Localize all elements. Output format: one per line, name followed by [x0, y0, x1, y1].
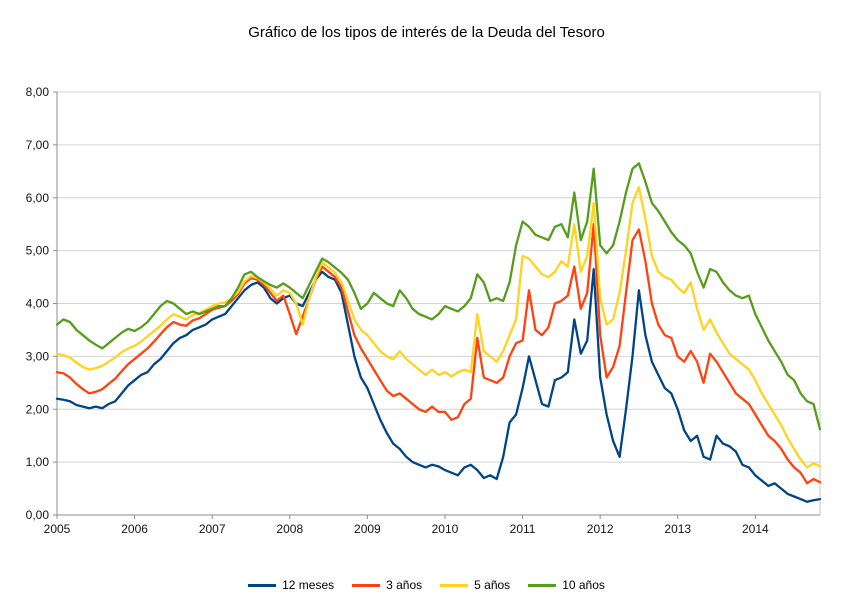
- svg-text:2005: 2005: [44, 522, 71, 536]
- legend-swatch: [528, 583, 557, 587]
- svg-text:0,00: 0,00: [26, 508, 50, 522]
- svg-text:2008: 2008: [276, 522, 303, 536]
- legend-label: 12 meses: [282, 578, 335, 592]
- chart-title: Gráfico de los tipos de interés de la De…: [248, 24, 605, 41]
- svg-text:2011: 2011: [510, 522, 536, 536]
- svg-text:6,00: 6,00: [26, 191, 50, 205]
- legend-label: 5 años: [474, 578, 511, 592]
- legend-item: 12 meses: [248, 578, 334, 592]
- legend-item: 5 años: [440, 578, 510, 592]
- svg-text:8,00: 8,00: [26, 85, 50, 99]
- legend: 12 meses 3 años 5 años 10 años: [0, 578, 853, 592]
- svg-text:2009: 2009: [354, 522, 381, 536]
- svg-text:7,00: 7,00: [26, 138, 50, 152]
- legend-label: 3 años: [386, 578, 423, 592]
- legend-swatch: [248, 583, 277, 587]
- svg-text:2014: 2014: [742, 522, 769, 536]
- legend-swatch: [352, 583, 381, 587]
- svg-text:2006: 2006: [121, 522, 148, 536]
- svg-text:2010: 2010: [432, 522, 459, 536]
- legend-label: 10 años: [562, 578, 605, 592]
- svg-text:2012: 2012: [587, 522, 614, 536]
- svg-text:2,00: 2,00: [26, 402, 50, 416]
- legend-item: 3 años: [352, 578, 422, 592]
- svg-text:4,00: 4,00: [26, 297, 50, 311]
- svg-text:5,00: 5,00: [26, 244, 50, 258]
- legend-item: 10 años: [528, 578, 605, 592]
- svg-text:1,00: 1,00: [26, 455, 50, 469]
- svg-text:3,00: 3,00: [26, 349, 50, 363]
- legend-swatch: [440, 583, 469, 587]
- svg-text:2007: 2007: [199, 522, 226, 536]
- svg-text:2013: 2013: [664, 522, 691, 536]
